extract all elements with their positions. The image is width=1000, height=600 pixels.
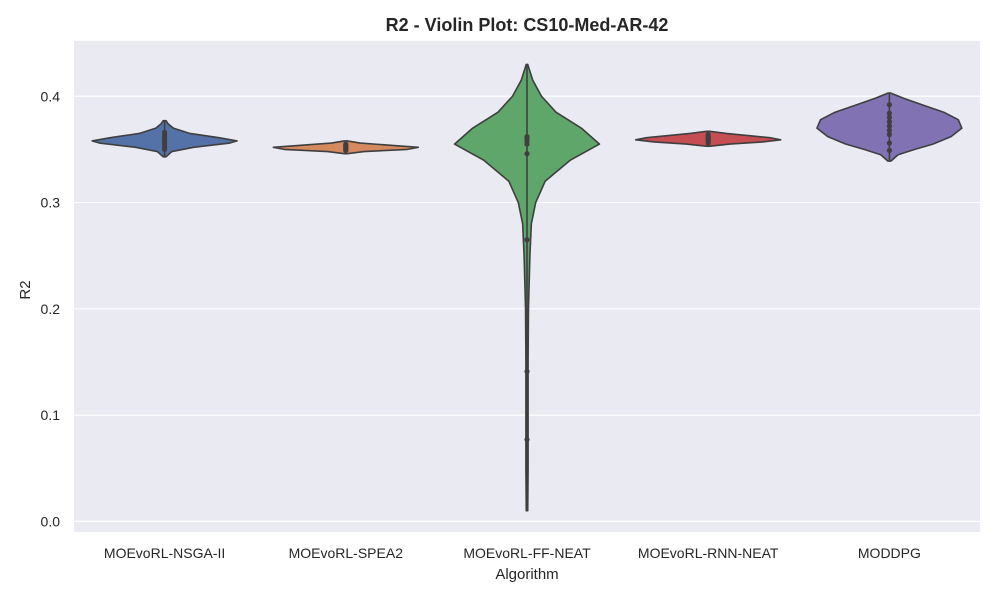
data-point	[524, 151, 530, 157]
y-tick-label: 0.1	[41, 407, 61, 423]
y-tick-label: 0.0	[41, 513, 61, 529]
data-point	[886, 147, 893, 154]
y-axis-label: R2	[17, 280, 34, 299]
x-tick-label: MOEvoRL-FF-NEAT	[463, 545, 591, 561]
data-point	[524, 237, 530, 243]
y-tick-labels: 0.0 0.1 0.2 0.3 0.4	[41, 88, 61, 529]
x-tick-label: MOEvoRL-NSGA-II	[104, 545, 225, 561]
y-tick-label: 0.2	[41, 301, 61, 317]
data-point	[886, 127, 893, 133]
x-tick-labels: MOEvoRL-NSGA-II MOEvoRL-SPEA2 MOEvoRL-FF-N…	[104, 545, 921, 561]
data-point	[705, 131, 711, 138]
data-point	[886, 123, 893, 129]
data-point	[524, 436, 530, 443]
data-point	[524, 368, 530, 375]
x-tick-label: MOEvoRL-SPEA2	[289, 545, 404, 561]
data-point	[886, 140, 893, 146]
data-points	[162, 102, 893, 443]
data-point	[886, 119, 893, 125]
data-point	[886, 110, 893, 116]
y-tick-label: 0.3	[41, 195, 61, 211]
data-point	[886, 131, 893, 138]
data-point	[886, 114, 893, 121]
data-point	[886, 102, 893, 108]
data-point	[524, 134, 530, 140]
data-point	[343, 141, 349, 147]
x-axis-label: Algorithm	[495, 566, 558, 583]
data-point	[162, 129, 168, 135]
y-tick-label: 0.4	[41, 88, 61, 104]
x-tick-label: MODDPG	[858, 545, 921, 561]
chart-title: R2 - Violin Plot: CS10-Med-AR-42	[386, 15, 669, 35]
x-tick-label: MOEvoRL-RNN-NEAT	[638, 545, 779, 561]
